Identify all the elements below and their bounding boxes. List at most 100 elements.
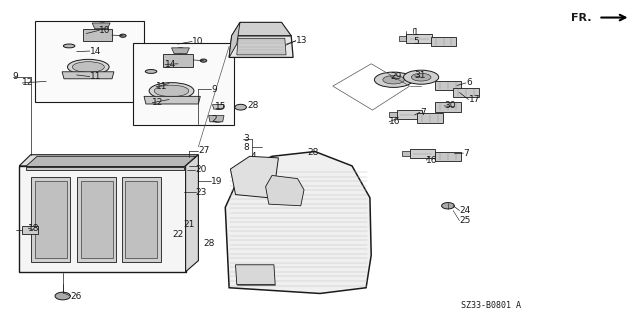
Polygon shape [212,105,224,109]
Ellipse shape [149,83,194,99]
Text: 7: 7 [420,108,426,117]
Ellipse shape [412,73,431,81]
Text: 22: 22 [173,230,184,239]
Circle shape [213,118,222,122]
Polygon shape [83,29,112,41]
Circle shape [175,48,186,53]
Polygon shape [232,22,291,36]
Circle shape [214,105,223,109]
Text: FR.: FR. [572,12,592,23]
Polygon shape [26,156,196,167]
Text: 17: 17 [468,95,480,104]
Text: 19: 19 [211,177,223,186]
Circle shape [235,104,246,110]
Polygon shape [19,155,198,166]
Text: 10: 10 [192,37,204,46]
Circle shape [156,214,166,219]
Polygon shape [172,48,189,54]
Polygon shape [209,115,224,122]
Text: 26: 26 [70,292,82,300]
Text: 7: 7 [463,149,469,158]
Polygon shape [417,113,443,123]
Polygon shape [125,181,157,258]
Circle shape [55,292,70,300]
Text: 25: 25 [460,216,471,225]
Text: 24: 24 [460,206,471,215]
Polygon shape [410,149,435,158]
Text: 14: 14 [90,47,101,56]
Text: 16: 16 [389,117,401,126]
Polygon shape [229,22,240,57]
Text: SZ33-B0801 A: SZ33-B0801 A [461,301,521,310]
Circle shape [305,152,317,159]
Text: 2: 2 [211,115,217,124]
Polygon shape [237,38,286,55]
Text: 6: 6 [466,78,472,87]
Text: 11: 11 [90,72,101,81]
Polygon shape [266,175,304,206]
Text: 28: 28 [307,148,319,157]
Polygon shape [229,36,293,57]
Ellipse shape [72,62,104,72]
Polygon shape [225,152,371,293]
Text: 18: 18 [28,224,40,233]
Text: 11: 11 [156,82,168,91]
Text: 20: 20 [195,165,207,174]
Polygon shape [22,226,38,234]
Ellipse shape [145,70,157,73]
Text: 13: 13 [296,36,307,45]
Polygon shape [163,54,193,67]
Circle shape [35,211,45,216]
Polygon shape [19,166,186,272]
Text: 16: 16 [426,156,438,165]
Text: 14: 14 [165,60,177,69]
Text: 1: 1 [413,28,419,37]
Polygon shape [397,110,422,119]
Polygon shape [406,34,432,43]
Circle shape [92,260,102,265]
Polygon shape [435,102,461,112]
Text: 23: 23 [196,188,207,197]
Polygon shape [81,181,113,258]
Text: 30: 30 [444,101,456,110]
Text: 3: 3 [243,134,249,143]
Text: 5: 5 [413,37,419,46]
Text: 9: 9 [211,85,217,94]
Polygon shape [236,265,275,285]
Circle shape [92,211,102,216]
Polygon shape [402,151,410,156]
Text: 4: 4 [251,152,257,161]
Polygon shape [453,88,479,97]
Polygon shape [186,155,198,272]
Polygon shape [435,152,461,161]
Polygon shape [62,72,114,79]
Polygon shape [26,167,184,170]
Ellipse shape [68,59,109,75]
Ellipse shape [154,85,189,97]
Polygon shape [35,181,67,258]
Text: 9: 9 [13,72,19,81]
Ellipse shape [383,76,404,84]
Polygon shape [92,23,110,29]
Text: 12: 12 [22,78,34,87]
Circle shape [442,203,454,209]
Polygon shape [230,156,278,198]
Bar [35,21,144,102]
Text: 31: 31 [415,71,426,80]
Ellipse shape [63,44,75,48]
Polygon shape [389,112,397,117]
Polygon shape [77,177,116,262]
Ellipse shape [404,70,439,84]
Text: 28: 28 [204,239,215,248]
Text: 27: 27 [198,146,210,155]
Polygon shape [431,37,456,46]
Polygon shape [399,36,406,41]
Circle shape [200,59,207,62]
Text: 8: 8 [243,143,249,152]
Polygon shape [122,177,161,262]
Circle shape [97,23,108,28]
Text: 12: 12 [152,98,164,107]
Text: 15: 15 [215,102,227,111]
Polygon shape [31,177,70,262]
Text: 28: 28 [247,101,259,110]
